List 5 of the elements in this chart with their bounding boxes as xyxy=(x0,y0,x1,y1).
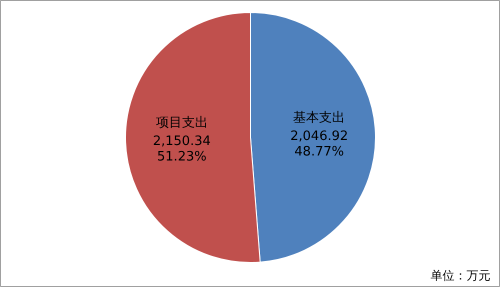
slice-label: 基本支出 xyxy=(293,110,346,126)
data-label: 2,150.34 51.23% xyxy=(152,134,211,165)
data-label: 2,046.92 48.77% xyxy=(290,128,348,160)
slice-label: 项目支出 xyxy=(156,116,208,131)
text: 单位：万元 xyxy=(430,268,490,282)
